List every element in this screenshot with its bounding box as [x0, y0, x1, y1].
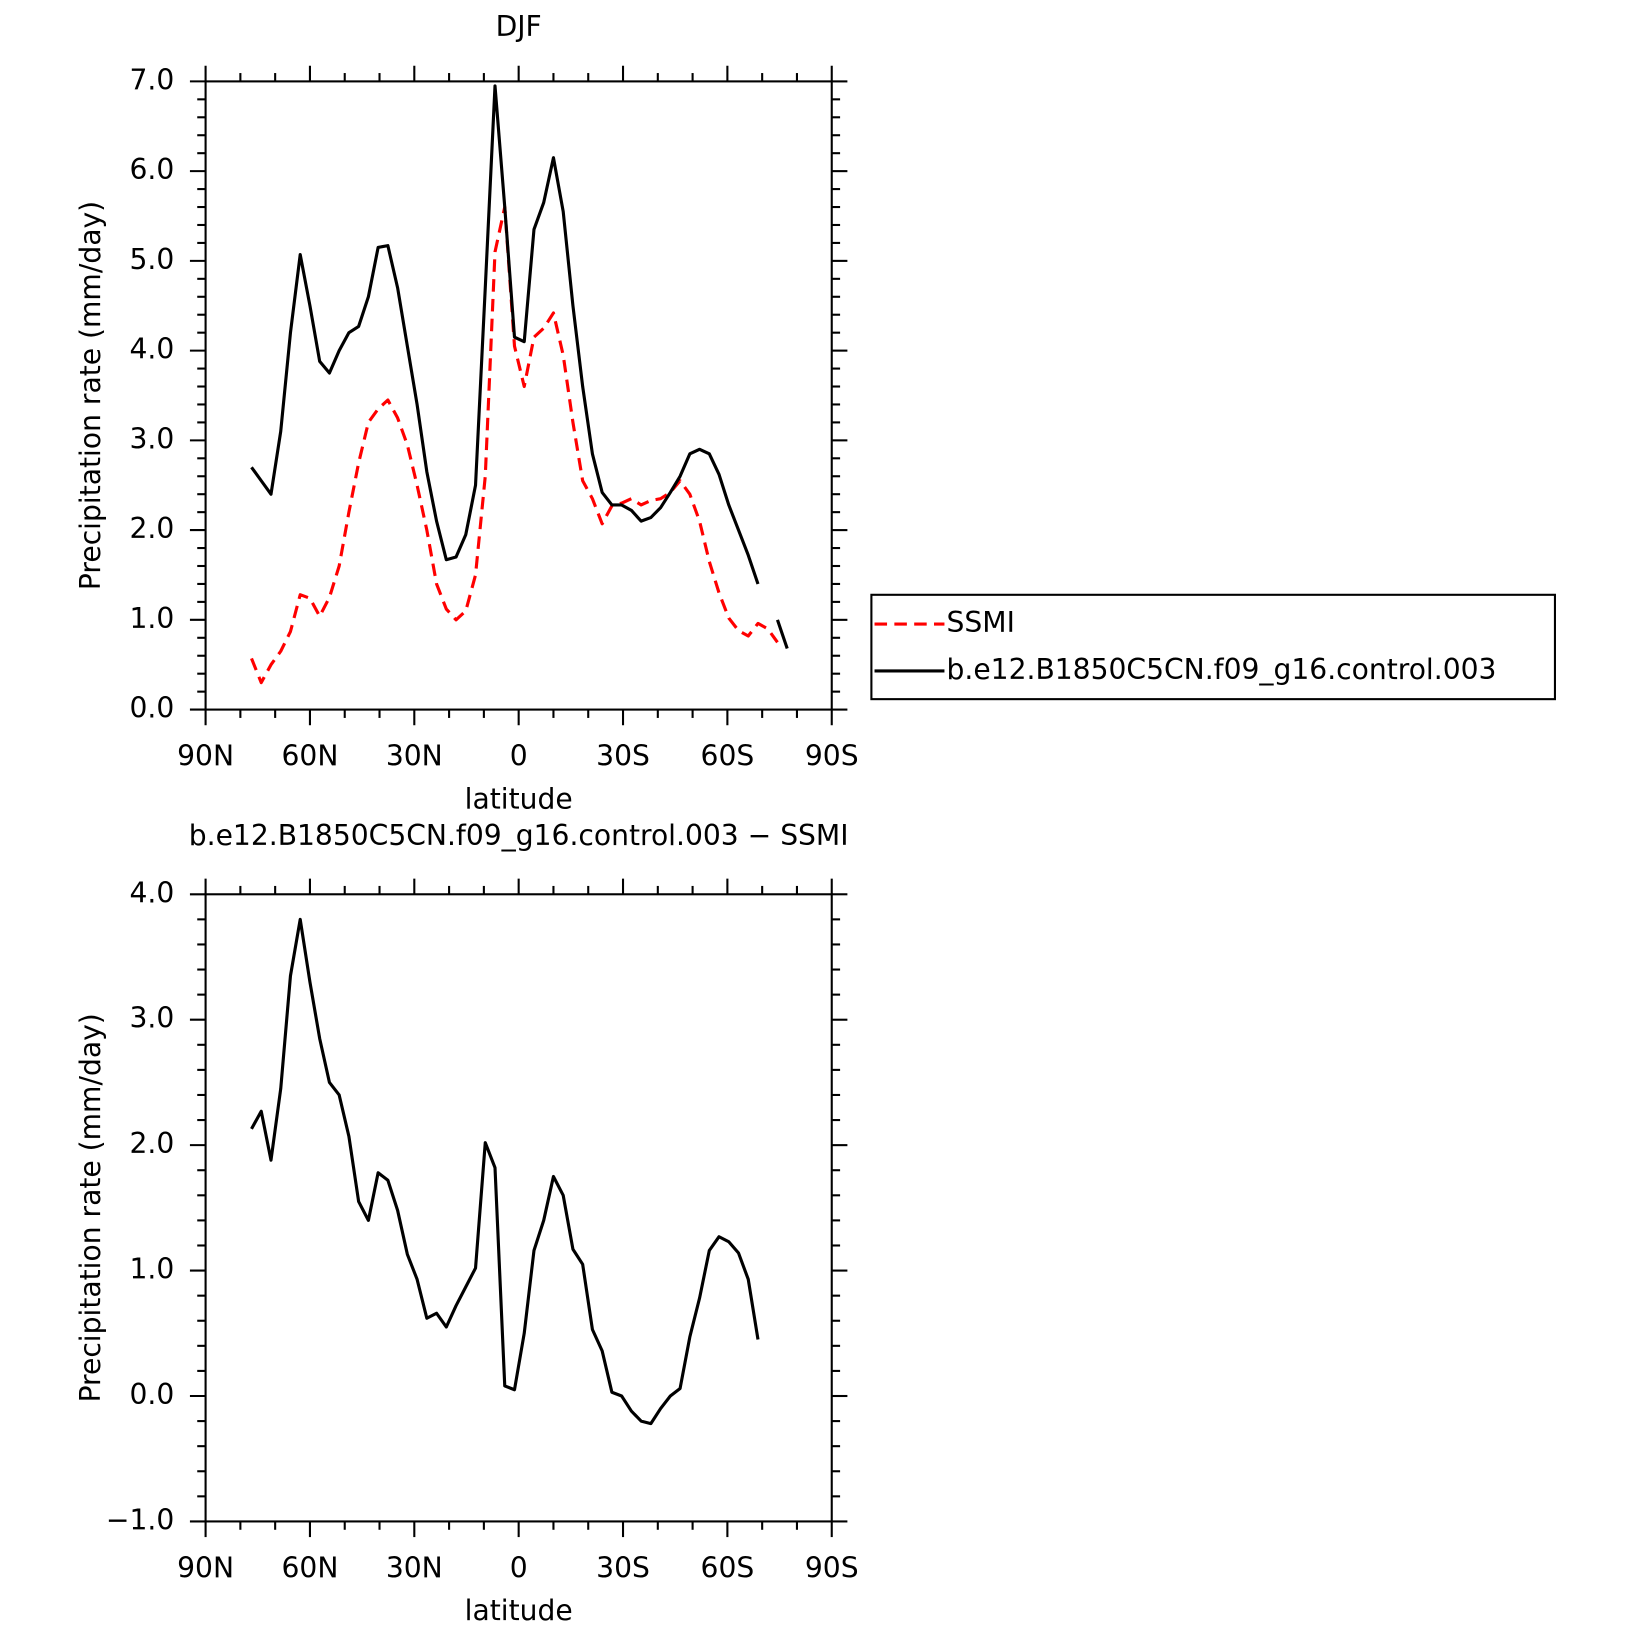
- y-tick-label: 0.0: [129, 692, 174, 725]
- y-tick-label: 2.0: [129, 512, 174, 545]
- chart-title: DJF: [496, 10, 542, 43]
- y-tick-label: 0.0: [129, 1378, 174, 1411]
- x-tick-label: 60N: [281, 740, 338, 773]
- x-tick-label: 60S: [701, 740, 755, 773]
- x-axis-label: latitude: [465, 782, 573, 815]
- y-tick-label: 3.0: [129, 1002, 174, 1035]
- data-line: [250, 205, 779, 685]
- legend-box: [870, 593, 1556, 701]
- x-tick-label: 90N: [177, 1551, 234, 1584]
- y-tick-label: 3.0: [129, 422, 174, 455]
- y-tick-label: 7.0: [129, 63, 174, 96]
- x-tick-label: 30S: [596, 740, 650, 773]
- x-tick-label: 30S: [596, 1551, 650, 1584]
- plot-frame: [204, 80, 833, 711]
- y-tick-label: 4.0: [129, 876, 174, 909]
- plot-frame: [204, 893, 833, 1523]
- data-line: [250, 917, 760, 1426]
- data-line: [250, 84, 789, 650]
- x-tick-label: 30N: [386, 1551, 443, 1584]
- y-tick-label: 6.0: [129, 153, 174, 186]
- x-tick-label: 60N: [281, 1551, 338, 1584]
- x-tick-label: 90S: [805, 740, 859, 773]
- y-tick-label: 4.0: [129, 333, 174, 366]
- x-tick-label: 90S: [805, 1551, 859, 1584]
- x-tick-label: 60S: [701, 1551, 755, 1584]
- x-tick-label: 90N: [177, 740, 234, 773]
- y-tick-label: 1.0: [129, 1253, 174, 1286]
- y-tick-label: 1.0: [129, 602, 174, 635]
- x-tick-label: 0: [510, 740, 528, 773]
- legend-label: SSMI: [947, 606, 1015, 639]
- x-tick-label: 30N: [386, 740, 443, 773]
- legend-label: b.e12.B1850C5CN.f09_g16.control.003: [947, 653, 1497, 686]
- chart-title: b.e12.B1850C5CN.f09_g16.control.003 − SS…: [189, 819, 849, 852]
- y-tick-label: −1.0: [106, 1503, 174, 1536]
- x-tick-label: 0: [510, 1551, 528, 1584]
- y-axis-label: Precipitation rate (mm/day): [74, 201, 107, 590]
- y-tick-label: 5.0: [129, 243, 174, 276]
- y-tick-label: 2.0: [129, 1127, 174, 1160]
- x-axis-label: latitude: [465, 1594, 573, 1627]
- y-axis-label: Precipitation rate (mm/day): [74, 1013, 107, 1402]
